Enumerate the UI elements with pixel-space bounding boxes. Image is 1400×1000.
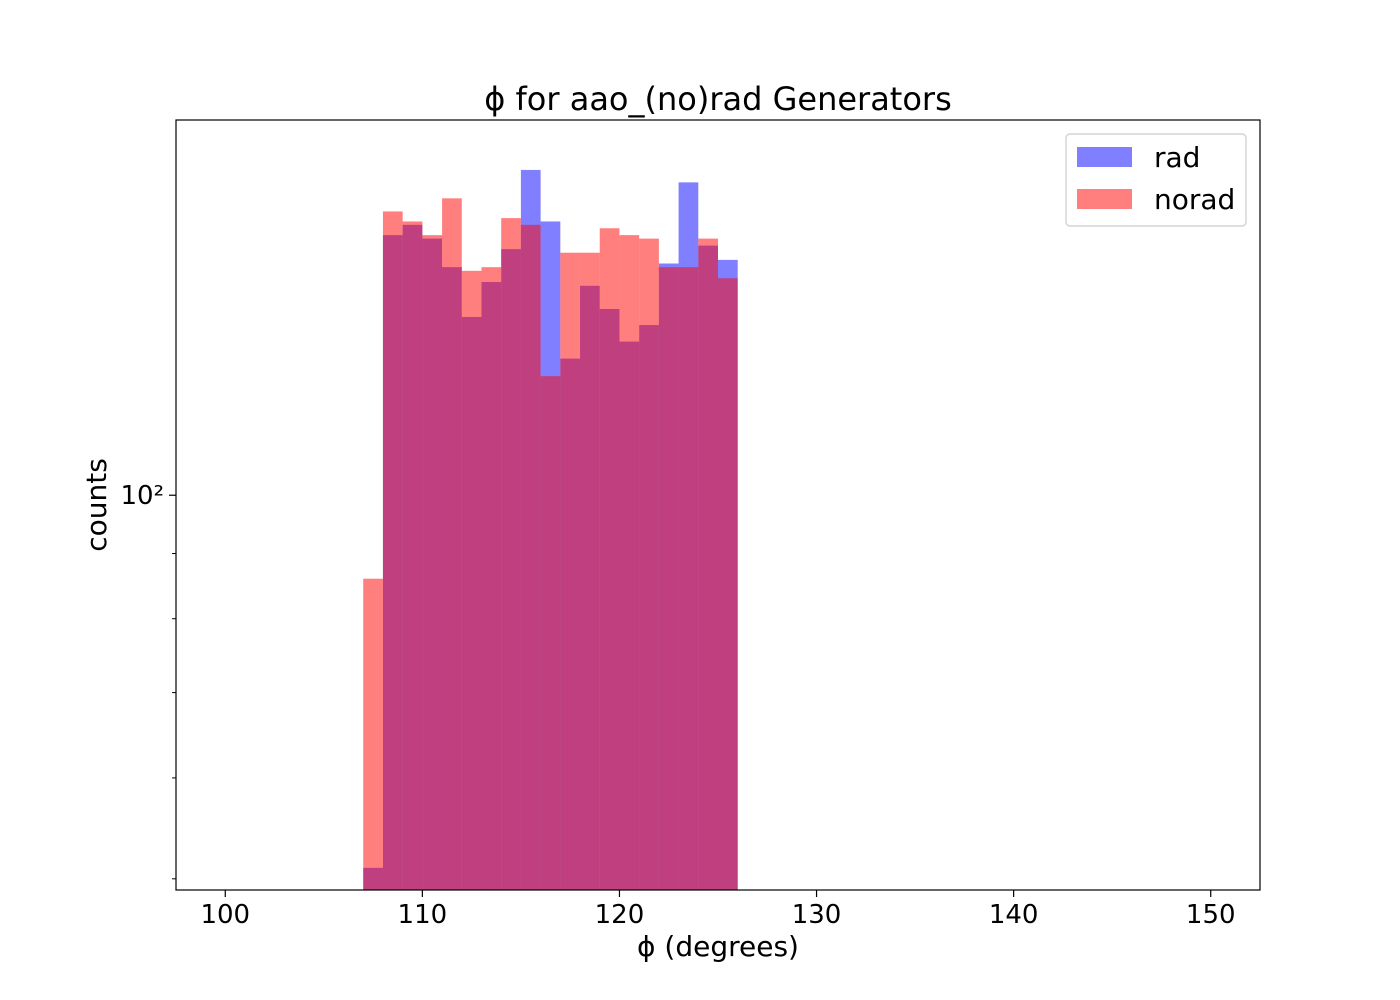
- chart-title: ϕ for aao_(no)rad Generators: [484, 80, 952, 118]
- bar-norad-15: [658, 267, 679, 890]
- x-tick-label: 150: [1186, 900, 1236, 930]
- bars-layer: [363, 169, 738, 891]
- bar-norad-14: [639, 238, 659, 890]
- legend: rad norad: [1065, 133, 1247, 227]
- bar-norad-2: [402, 221, 423, 891]
- y-axis-label: counts: [80, 458, 113, 552]
- bar-norad-7: [501, 218, 521, 890]
- legend-swatch-norad: [1077, 189, 1132, 209]
- x-axis-label: ϕ (degrees): [637, 930, 799, 963]
- plot-frame: [175, 119, 1261, 891]
- bar-norad-3: [422, 235, 443, 891]
- x-tick-label: 100: [200, 900, 250, 930]
- bar-norad-12: [599, 228, 620, 891]
- x-axis-ticks: 100 110 120 130 140 150: [200, 890, 1236, 930]
- legend-swatch-rad: [1077, 147, 1132, 167]
- legend-label-rad: rad: [1154, 141, 1200, 174]
- bar-norad-11: [580, 252, 600, 890]
- x-tick-label: 130: [792, 900, 842, 930]
- x-tick-label: 110: [398, 900, 448, 930]
- bar-norad-1: [382, 211, 403, 890]
- x-tick-label: 140: [989, 900, 1039, 930]
- bar-norad-13: [619, 235, 640, 891]
- bar-norad-4: [442, 198, 462, 890]
- x-tick-label: 120: [595, 900, 645, 930]
- bar-norad-10: [560, 252, 581, 890]
- bar-norad-6: [481, 267, 502, 890]
- bar-norad-8: [520, 224, 541, 890]
- bar-norad-0: [363, 578, 383, 890]
- legend-label-norad: norad: [1154, 183, 1235, 216]
- y-axis-ticks: 10²: [120, 481, 176, 880]
- bar-norad-9: [540, 376, 561, 890]
- bar-norad-5: [461, 270, 482, 890]
- bar-norad-18: [718, 278, 738, 890]
- bar-norad-16: [678, 267, 699, 890]
- y-tick-label: 10²: [120, 481, 164, 511]
- bar-norad-17: [698, 238, 718, 890]
